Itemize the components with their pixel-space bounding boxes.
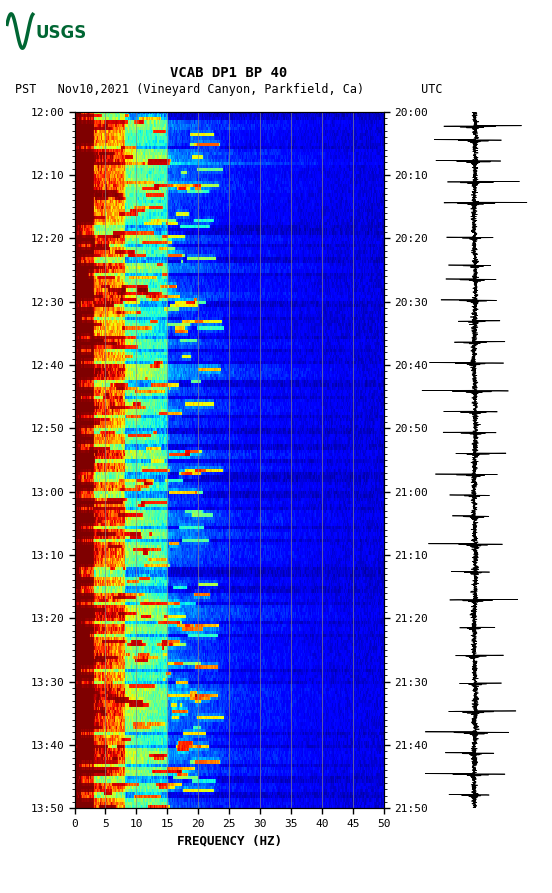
Text: VCAB DP1 BP 40: VCAB DP1 BP 40: [171, 66, 288, 80]
Text: PST   Nov10,2021 (Vineyard Canyon, Parkfield, Ca)        UTC: PST Nov10,2021 (Vineyard Canyon, Parkfie…: [15, 83, 443, 96]
Text: USGS: USGS: [36, 24, 87, 43]
X-axis label: FREQUENCY (HZ): FREQUENCY (HZ): [177, 834, 282, 847]
